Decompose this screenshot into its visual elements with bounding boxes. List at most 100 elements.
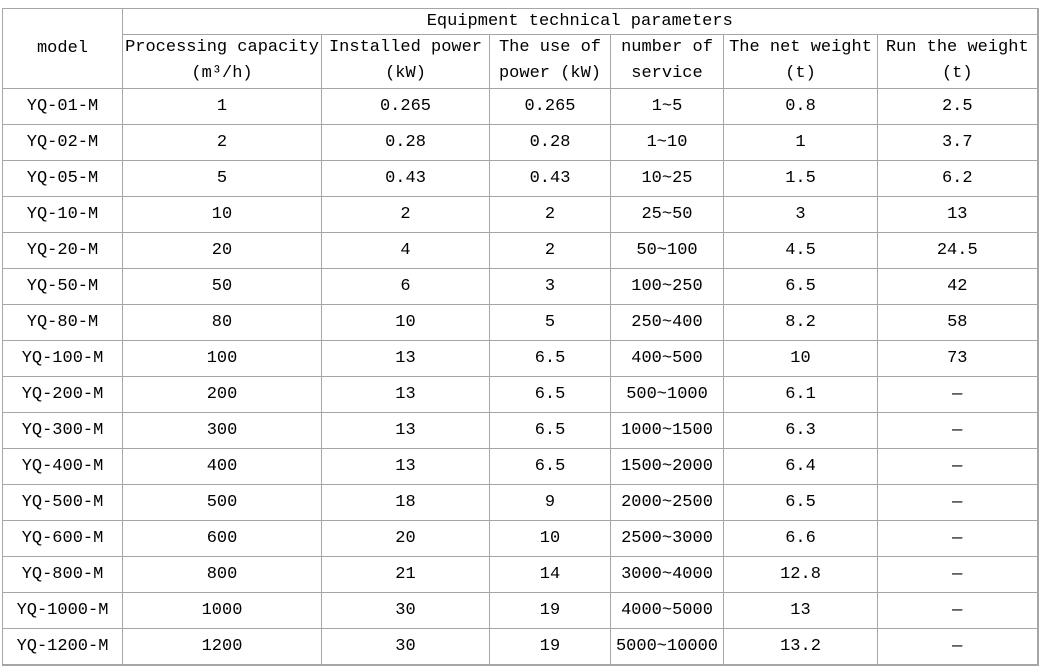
cell-run-weight: 58 [876,303,1039,341]
cell-processing-capacity: 5 [122,159,322,197]
cell-run-weight: 3.7 [876,123,1039,161]
cell-model: YQ-80-M [2,303,123,341]
cell-net-weight: 3 [723,195,878,233]
cell-installed-power: 4 [321,231,490,269]
table-row: YQ-01-M 1 0.265 0.265 1~5 0.8 2.5 [2,87,1039,125]
cell-installed-power: 0.265 [321,87,490,125]
cell-processing-capacity: 1000 [122,591,322,629]
cell-processing-capacity: 50 [122,267,322,305]
cell-net-weight: 6.4 [723,447,878,485]
table-row: YQ-500-M 500 18 9 2000~2500 6.5— [2,483,1039,521]
table-row: YQ-80-M 80 10 5 250~400 8.2 58 [2,303,1039,341]
cell-installed-power: 13 [321,447,490,485]
cell-model: YQ-50-M [2,267,123,305]
cell-installed-power: 30 [321,627,490,666]
cell-net-weight: 13.2 [723,627,878,666]
cell-net-weight: 6.1 [723,375,878,413]
cell-processing-capacity: 100 [122,339,322,377]
cell-use-of-power: 0.28 [489,123,611,161]
cell-number-of-service: 5000~10000 [610,627,724,666]
table-row: YQ-1200-M 1200 30 19 5000~10000 13.2— [2,627,1039,666]
cell-net-weight: 6.3 [723,411,878,449]
cell-use-of-power: 14 [489,555,611,593]
cell-model: YQ-800-M [2,555,123,593]
column-header-label: number of [621,38,713,57]
cell-net-weight: 6.5 [723,267,878,305]
cell-number-of-service: 1~5 [610,87,724,125]
column-header-label: The use of [498,38,602,57]
column-header-processing-capacity: Processing capacity (m³/h) [122,34,322,89]
corner-header-model: model [2,8,123,89]
equipment-parameters-table: model Equipment technical parameters Pro… [2,8,1039,666]
cell-installed-power: 13 [321,375,490,413]
cell-number-of-service: 4000~5000 [610,591,724,629]
cell-installed-power: 13 [321,339,490,377]
cell-run-weight: 24.5 [876,231,1039,269]
cell-use-of-power: 6.5 [489,411,611,449]
cell-net-weight: 10 [723,339,878,377]
cell-model: YQ-05-M [2,159,123,197]
column-header-unit: (kW) [385,64,426,84]
table-row: YQ-50-M 50 6 3 100~250 6.5 42 [2,267,1039,305]
cell-run-weight: 13 [876,195,1039,233]
table-row: YQ-1000-M 1000 30 19 4000~5000 13— [2,591,1039,629]
cell-number-of-service: 500~1000 [610,375,724,413]
cell-use-of-power: 9 [489,483,611,521]
cell-run-weight: — [876,375,1039,413]
cell-installed-power: 30 [321,591,490,629]
cell-number-of-service: 10~25 [610,159,724,197]
cell-number-of-service: 1~10 [610,123,724,161]
cell-processing-capacity: 800 [122,555,322,593]
cell-run-weight: — [876,483,1039,521]
cell-number-of-service: 25~50 [610,195,724,233]
cell-installed-power: 0.28 [321,123,490,161]
cell-model: YQ-200-M [2,375,123,413]
cell-installed-power: 13 [321,411,490,449]
table-body: YQ-01-M 1 0.265 0.265 1~5 0.8 2.5 YQ-02-M 2 0.28 0… [2,87,1039,666]
cell-processing-capacity: 10 [122,195,322,233]
cell-model: YQ-300-M [2,411,123,449]
cell-model: YQ-600-M [2,519,123,557]
cell-processing-capacity: 300 [122,411,322,449]
table-row: YQ-200-M 200 13 6.5 500~1000 6.1— [2,375,1039,413]
table-row: YQ-800-M 800 21 14 3000~4000 12.8— [2,555,1039,593]
cell-net-weight: 1 [723,123,878,161]
table-row: YQ-02-M 2 0.28 0.28 1~10 1 3.7 [2,123,1039,161]
cell-processing-capacity: 1 [122,87,322,125]
cell-run-weight: — [876,447,1039,485]
cell-use-of-power: 5 [489,303,611,341]
table-row: YQ-300-M 300 13 6.5 1000~1500 6.3— [2,411,1039,449]
table-row: YQ-10-M 10 2 2 25~50 3 13 [2,195,1039,233]
cell-run-weight: 2.5 [876,87,1039,125]
cell-net-weight: 6.5 [723,483,878,521]
cell-number-of-service: 250~400 [610,303,724,341]
cell-installed-power: 6 [321,267,490,305]
cell-processing-capacity: 20 [122,231,322,269]
cell-net-weight: 6.6 [723,519,878,557]
cell-installed-power: 2 [321,195,490,233]
cell-number-of-service: 1000~1500 [610,411,724,449]
cell-installed-power: 10 [321,303,490,341]
cell-use-of-power: 19 [489,591,611,629]
cell-number-of-service: 2000~2500 [610,483,724,521]
cell-run-weight: — [876,591,1039,629]
cell-model: YQ-500-M [2,483,123,521]
cell-net-weight: 4.5 [723,231,878,269]
cell-use-of-power: 6.5 [489,375,611,413]
cell-run-weight: — [876,411,1039,449]
table-row: YQ-20-M 20 4 2 50~100 4.5 24.5 [2,231,1039,269]
table-row: YQ-400-M 400 13 6.5 1500~2000 6.4— [2,447,1039,485]
cell-number-of-service: 3000~4000 [610,555,724,593]
cell-installed-power: 0.43 [321,159,490,197]
cell-run-weight: — [876,519,1039,557]
cell-net-weight: 12.8 [723,555,878,593]
column-header-number-of-service: number of service [610,34,724,89]
table-title: Equipment technical parameters [121,8,1039,35]
column-header-label: The net weight [729,38,872,57]
cell-run-weight: 6.2 [876,159,1039,197]
cell-installed-power: 21 [321,555,490,593]
cell-run-weight: 42 [876,267,1039,305]
column-header-use-of-power: The use of power (kW) [489,34,611,89]
cell-use-of-power: 0.265 [489,87,611,125]
cell-use-of-power: 2 [489,231,611,269]
